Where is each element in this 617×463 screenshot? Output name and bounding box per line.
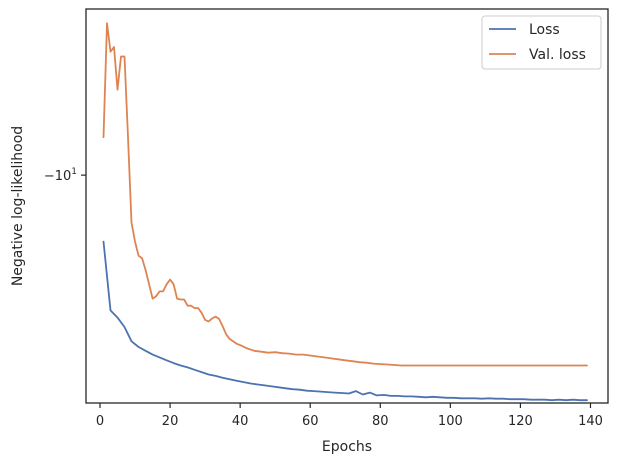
x-ticks: 0 20 40 60 80 100 120 140 [96, 403, 603, 429]
x-axis-label: Epochs [322, 439, 372, 455]
x-tick-label: 100 [438, 414, 463, 429]
legend-label-loss: Loss [529, 22, 560, 38]
x-tick-label: 120 [508, 414, 533, 429]
y-ticks: −101 [44, 167, 86, 184]
series-layer [102, 22, 588, 402]
plot-background [86, 9, 608, 403]
x-tick-label: 80 [372, 414, 389, 429]
x-tick-label: 0 [96, 414, 104, 429]
x-tick-label: 140 [578, 414, 603, 429]
series-line-1 [102, 22, 588, 367]
x-tick-label: 60 [302, 414, 319, 429]
x-tick-label: 20 [162, 414, 179, 429]
y-axis-label: Negative log-likelihood [10, 126, 26, 286]
x-tick-label: 40 [232, 414, 249, 429]
series-line-0 [102, 240, 588, 402]
legend-label-val-loss: Val. loss [529, 47, 586, 63]
y-tick-label: −101 [44, 167, 77, 184]
legend: Loss Val. loss [481, 15, 602, 70]
plot-frame [85, 8, 609, 404]
